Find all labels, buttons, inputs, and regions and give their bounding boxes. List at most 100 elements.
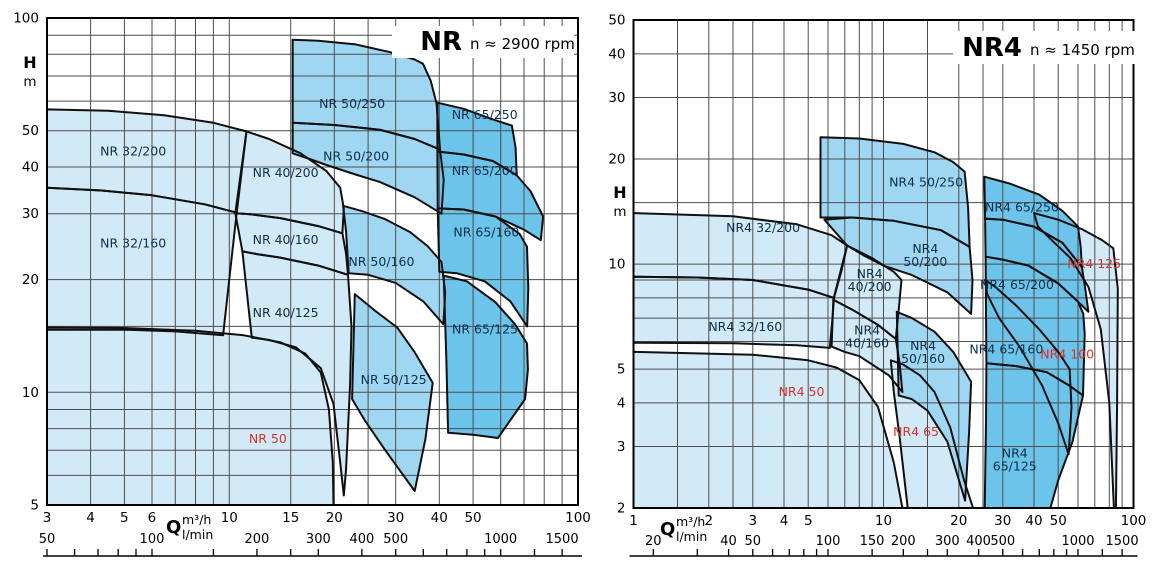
y-tick-label: 40 (608, 46, 625, 62)
chart-title: NR (420, 27, 462, 57)
x-tick-label: 30 (994, 513, 1011, 529)
lmin-tick-label: 200 (245, 532, 270, 547)
y-axis-unit: m (23, 74, 36, 90)
pump-model-label-nr4-32-200: NR4 32/200 (726, 220, 800, 235)
title-plate (953, 31, 1140, 64)
lmin-axis: 50 100 200 300 400 500 1000 1500 (39, 532, 582, 557)
x-tick-label: 40 (1025, 513, 1042, 529)
chart-title: NR4 (962, 33, 1022, 63)
region-nr4-50-160 (896, 311, 972, 501)
x-axis-unit-m3h: m³/h (676, 514, 705, 529)
x-tick-label: 4 (780, 513, 789, 529)
region-nr4-125-field (1034, 213, 1118, 508)
y-tick-label: 40 (22, 159, 39, 175)
lmin-tick-label: 150 (860, 534, 885, 549)
lmin-tick-label: 50 (39, 532, 56, 547)
lmin-tick-label: 50 (745, 534, 762, 549)
lmin-tick-label: 300 (306, 532, 331, 547)
region-outlines (46, 38, 545, 506)
pump-model-label-nr4-50-160: NR4 50/160 (901, 338, 945, 366)
lmin-tick-label: 1000 (1061, 534, 1094, 549)
plot-border (632, 19, 1135, 509)
region-nr-50-field (47, 327, 334, 505)
y-tick-label: 30 (608, 90, 625, 106)
pump-model-label-nr4-50-200: NR4 50/200 (903, 241, 947, 269)
lmin-tick-label: 200 (891, 534, 916, 549)
x-tick-label: 10 (221, 510, 238, 526)
series-label-nr4-100: NR4 100 (1040, 347, 1094, 362)
pump-model-label-nr4-65-200: NR4 65/200 (980, 277, 1054, 292)
pump-model-label-nr-32-200: NR 32/200 (100, 143, 166, 158)
chart-NR: NR n ≈ 2900 rpm 100 50 40 30 20 10 5 Hm 3 4 5 6 10 15 20… (13, 11, 591, 557)
y-axis-title: H (23, 53, 36, 72)
lmin-tick-label: 300 (935, 534, 960, 549)
y-tick-label: 10 (608, 257, 625, 273)
region-nr-32-200 (47, 109, 247, 213)
pump-model-label-nr-65-200: NR 65/200 (452, 163, 518, 178)
region-nr4-65-250 (984, 176, 1082, 268)
y-tick-label: 5 (30, 498, 39, 514)
x-axis-title: Q (166, 517, 181, 538)
y-tick-label: 3 (617, 439, 626, 455)
y-axis-unit: m (613, 204, 626, 220)
lmin-tick-label: 500 (990, 534, 1015, 549)
x-axis-title: Q (660, 519, 675, 540)
x-tick-label: 50 (1050, 513, 1067, 529)
x-tick-label: 3 (748, 513, 757, 529)
pump-model-label-nr-40-200: NR 40/200 (253, 165, 319, 180)
y-axis-title: H (613, 183, 626, 202)
x-tick-label: 15 (282, 510, 299, 526)
y-tick-label: 50 (22, 123, 39, 139)
y-tick-label: 50 (608, 13, 625, 29)
x-tick-label: 2 (704, 513, 713, 529)
x-tick-label: 30 (387, 510, 404, 526)
pump-model-label-nr4-65-160: NR4 65/160 (969, 341, 1043, 356)
x-tick-label: 6 (148, 510, 157, 526)
y-tick-label: 100 (13, 11, 39, 27)
region-nr4-40-200 (833, 245, 902, 339)
x-axis-unit-m3h: m³/h (182, 512, 211, 527)
region-nr4-65-200 (985, 218, 1089, 312)
y-tick-label: 10 (22, 385, 39, 401)
x-tick-label: 3 (43, 510, 52, 526)
y-tick-label: 20 (608, 152, 625, 168)
plot-border (46, 17, 579, 506)
lmin-tick-label: 400 (966, 534, 991, 549)
pump-model-label-nr4-32-160: NR4 32/160 (708, 319, 782, 334)
region-nr4-50-field (633, 351, 903, 508)
pump-model-label-nr4-40-200: NR4 40/200 (848, 266, 892, 294)
region-nr-50-250 (292, 39, 440, 150)
x-tick-label: 20 (326, 510, 343, 526)
region-nr4-50-250 (820, 137, 970, 247)
lmin-tick-label: 40 (720, 534, 737, 549)
region-nr4-50-200 (824, 217, 973, 314)
x-tick-label: 1 (629, 513, 638, 529)
pump-model-label-nr-50-160: NR 50/160 (348, 254, 414, 269)
region-nr-40-200 (235, 131, 344, 234)
lmin-tick-label: 1000 (484, 532, 517, 547)
region-nr-65-200 (437, 151, 544, 241)
lmin-tick-label: 100 (140, 532, 165, 547)
x-tick-label: 100 (1121, 513, 1147, 529)
y-tick-label: 4 (617, 395, 626, 411)
series-label-nr4-125: NR4 125 (1067, 256, 1121, 271)
series-label-nr4-50: NR4 50 (779, 384, 825, 399)
title-plate (392, 26, 574, 58)
region-nr-32-160 (47, 187, 237, 336)
chart-speed-label: n ≈ 1450 rpm (1030, 41, 1135, 59)
series-label-nr4-65: NR4 65 (893, 424, 939, 439)
lmin-tick-label: 1500 (1106, 534, 1139, 549)
region-nr-50-160 (343, 205, 446, 325)
pump-model-label-nr-40-125: NR 40/125 (253, 305, 319, 320)
x-axis-unit-lmin: l/min (676, 529, 707, 544)
x-tick-label: 40 (431, 510, 448, 526)
x-tick-label: 20 (950, 513, 967, 529)
pump-model-label-nr4-65-125: NR4 65/125 (993, 446, 1037, 474)
x-tick-label: 100 (565, 510, 591, 526)
pump-model-label-nr4-65-250: NR4 65/250 (985, 200, 1059, 215)
pump-model-label-nr-50-125: NR 50/125 (361, 372, 427, 387)
y-tick-label: 2 (617, 501, 626, 517)
